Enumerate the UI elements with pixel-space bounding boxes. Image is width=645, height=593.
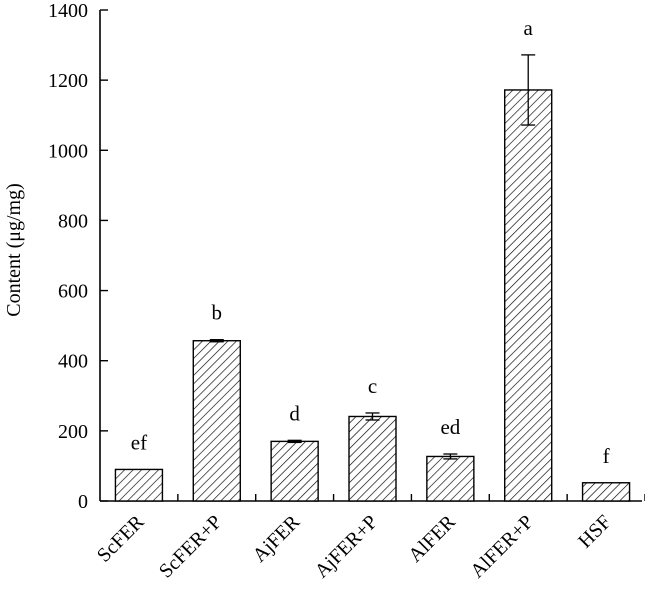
y-tick-label: 200 (58, 421, 88, 443)
x-tick-label: HSF (574, 511, 616, 553)
significance-label: a (524, 16, 534, 40)
significance-label: d (289, 401, 300, 425)
x-tick-label: AlFER+P (466, 511, 537, 582)
x-tick-label: AlFER (404, 511, 460, 567)
error-bar (443, 453, 458, 460)
y-tick-label: 1000 (48, 140, 88, 162)
y-tick-label: 1200 (48, 70, 88, 92)
bar-alfer-p (504, 89, 553, 502)
x-tick-label: AjFER (249, 511, 305, 567)
bar-ajfer-p (348, 415, 397, 502)
significance-label: f (603, 444, 610, 468)
error-bar (287, 439, 302, 444)
y-tick-label: 0 (78, 491, 88, 513)
bar-scfer (114, 468, 164, 502)
bars (114, 54, 631, 502)
significance-label: ef (131, 430, 147, 454)
x-tick-label: ScFER+P (155, 511, 226, 582)
significance-label: b (212, 301, 223, 325)
x-tick-label: ScFER (93, 511, 149, 567)
bar-alfer (426, 455, 475, 502)
error-bar (521, 54, 536, 126)
y-tick-label: 600 (58, 281, 88, 303)
y-tick-label: 800 (58, 210, 88, 232)
y-tick-label: 400 (58, 351, 88, 373)
bar-scfer-p (192, 340, 241, 502)
error-bar (209, 339, 224, 343)
y-tick-label: 1400 (48, 0, 88, 22)
significance-label: ed (440, 415, 460, 439)
y-axis-title: Content (μg/mg) (3, 183, 25, 317)
axes: 0 200 400 600 800 1000 1200 1400 (48, 0, 645, 513)
bar-ajfer (270, 440, 319, 502)
bar-hsf (581, 482, 631, 502)
significance-label: c (368, 374, 377, 398)
error-bar (365, 412, 380, 421)
x-tick-label: AjFER+P (311, 511, 382, 582)
